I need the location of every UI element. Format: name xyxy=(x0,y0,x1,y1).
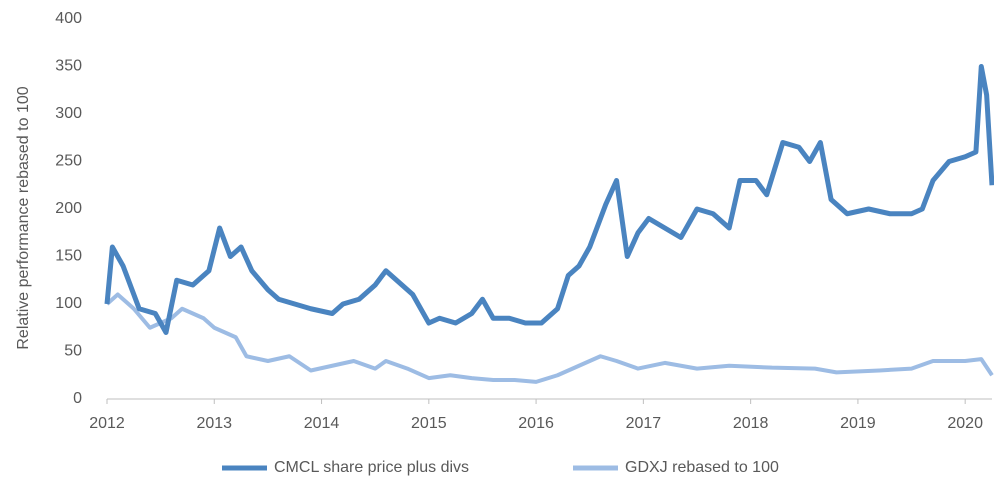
y-tick-label: 150 xyxy=(55,248,82,265)
y-tick-label: 400 xyxy=(55,10,82,27)
y-tick-label: 350 xyxy=(55,58,82,75)
x-tick-label: 2012 xyxy=(89,415,125,432)
y-tick-label: 300 xyxy=(55,105,82,122)
y-tick-label: 250 xyxy=(55,153,82,170)
x-tick-label: 2017 xyxy=(626,415,662,432)
y-tick-label: 50 xyxy=(64,343,82,360)
x-tick-label: 2014 xyxy=(304,415,340,432)
x-tick-label: 2020 xyxy=(947,415,983,432)
x-tick-label: 2013 xyxy=(196,415,232,432)
y-tick-label: 0 xyxy=(73,390,82,407)
x-tick-label: 2019 xyxy=(840,415,876,432)
y-axis-label: Relative performance rebased to 100 xyxy=(15,86,32,349)
x-tick-label: 2018 xyxy=(733,415,769,432)
x-tick-label: 2016 xyxy=(518,415,554,432)
legend-label: CMCL share price plus divs xyxy=(274,459,469,476)
y-tick-label: 100 xyxy=(55,295,82,312)
x-tick-label: 2015 xyxy=(411,415,447,432)
line-series xyxy=(104,64,994,335)
y-tick-label: 200 xyxy=(55,200,82,217)
line-series xyxy=(105,292,994,384)
legend-label: GDXJ rebased to 100 xyxy=(625,459,779,476)
